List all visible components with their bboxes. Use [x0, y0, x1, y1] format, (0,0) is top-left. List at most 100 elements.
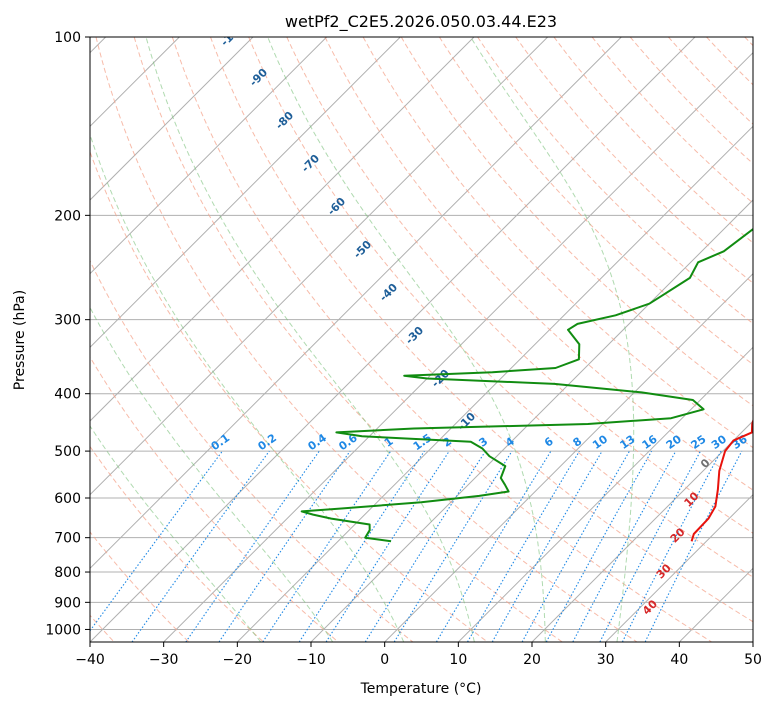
dry-adiabat	[362, 37, 753, 449]
dry-adiabat	[591, 37, 753, 204]
dry-adiabat	[90, 150, 488, 642]
mixing-ratio-label: 2	[440, 435, 454, 450]
mixing-ratio-line	[435, 450, 552, 642]
isotherm-grid	[90, 37, 753, 642]
isotherm-line	[90, 37, 401, 349]
y-axis-ticks: 100 200 300 400 500 600 700 800 900 1000	[45, 30, 90, 638]
dry-adiabat	[400, 37, 753, 407]
y-tick-label: 300	[54, 313, 81, 329]
dry-adiabat	[90, 531, 190, 642]
dry-adiabat	[171, 37, 712, 642]
y-tick-label: 500	[54, 444, 81, 460]
y-tick-label: 400	[54, 387, 81, 403]
dry-adiabat-label: 20	[668, 525, 688, 545]
moist-adiabat	[90, 306, 334, 642]
chart-title: wetPf2_C2E5.2026.050.03.44.E23	[285, 12, 557, 32]
x-tick-label: 50	[744, 652, 762, 668]
dry-adiabat	[553, 37, 753, 244]
isotherm-line	[310, 199, 753, 642]
mixing-ratio-line	[467, 450, 580, 642]
isotherm-line	[90, 37, 328, 275]
mixing-ratio-line	[545, 450, 653, 642]
moist-adiabat	[90, 133, 405, 642]
x-tick-label: 0	[380, 652, 389, 668]
isotherm-line	[457, 346, 753, 642]
isotherm-line	[531, 420, 753, 642]
isotherm-line	[163, 51, 753, 642]
isotherm-line	[90, 37, 549, 496]
mixing-ratio-line	[599, 450, 701, 642]
mixing-ratio-line	[572, 450, 677, 642]
mixing-ratio-label: 25	[689, 433, 709, 452]
dry-adiabat	[248, 37, 753, 578]
isotherm-line	[90, 37, 475, 422]
dry-adiabat-label: -60	[325, 195, 348, 218]
y-tick-label: 1000	[45, 622, 81, 638]
dry-adiabat	[90, 259, 414, 642]
mixing-ratio-line	[521, 450, 630, 642]
moist-adiabat-lines	[90, 37, 635, 642]
dry-adiabat	[324, 37, 753, 491]
temperature-line	[690, 417, 753, 542]
dry-adiabat-lines	[90, 37, 753, 642]
dry-adiabat-label: -10	[455, 410, 478, 433]
x-tick-label: −20	[223, 652, 253, 668]
mixing-ratio-label: 10	[590, 432, 610, 452]
mixing-ratio-label: 20	[664, 432, 684, 452]
x-axis-label: Temperature (°C)	[360, 681, 482, 697]
mixing-ratio-line	[644, 450, 743, 642]
dry-adiabat	[286, 37, 753, 534]
isotherm-line	[90, 37, 254, 201]
x-axis-ticks: −40 −30 −20 −10 0 10 20 30 40 50	[75, 642, 762, 668]
dry-adiabat-label: -50	[351, 238, 374, 261]
dry-adiabat	[668, 37, 753, 125]
mixing-ratio-label: 3	[477, 435, 491, 450]
mixing-ratio-line	[131, 450, 270, 642]
dry-adiabat-label: -90	[247, 66, 270, 89]
y-tick-label: 200	[54, 208, 81, 224]
isotherm-line	[678, 567, 753, 642]
mixing-ratio-line	[90, 450, 223, 632]
dry-adiabat	[515, 37, 753, 284]
dry-adiabat-label: -80	[273, 109, 296, 132]
isotherm-line	[90, 37, 696, 642]
mixing-ratio-line	[364, 450, 486, 642]
y-tick-label: 700	[54, 531, 81, 547]
dry-adiabat-label: -40	[377, 281, 400, 304]
mixing-ratio-line	[218, 450, 351, 642]
y-tick-label: 900	[54, 595, 81, 611]
mixing-ratio-line	[185, 450, 320, 642]
mixing-ratio-label: 6	[542, 435, 556, 450]
x-tick-label: 20	[523, 652, 541, 668]
dry-adiabat-label: -100	[218, 20, 247, 49]
isotherm-line	[605, 493, 753, 642]
dry-adiabat-label: -30	[403, 324, 426, 347]
moist-adiabat	[90, 425, 262, 642]
moist-adiabat	[267, 37, 546, 642]
mixing-ratio-label: 16	[640, 432, 660, 452]
mixing-ratio-line	[325, 450, 450, 642]
y-axis-label: Pressure (hPa)	[12, 290, 28, 390]
moist-adiabat	[145, 37, 475, 642]
x-tick-label: −10	[296, 652, 326, 668]
dry-adiabat-label: 30	[654, 561, 674, 581]
x-tick-label: 40	[670, 652, 688, 668]
x-tick-label: 10	[449, 652, 467, 668]
mixing-ratio-label: 0.4	[306, 431, 330, 453]
dry-adiabat	[133, 37, 638, 642]
dry-adiabat	[90, 356, 339, 642]
x-tick-label: 30	[597, 652, 615, 668]
dry-adiabat	[744, 37, 753, 47]
isobar-grid	[90, 37, 753, 630]
isotherm-line	[752, 641, 753, 642]
mixing-ratio-line	[298, 450, 425, 642]
mixing-ratio-label: 0.1	[209, 431, 232, 453]
x-tick-label: −40	[75, 652, 105, 668]
dewpoint-line	[300, 227, 753, 543]
plot-frame	[89, 36, 754, 643]
dry-adiabat	[477, 37, 753, 325]
dry-adiabat	[629, 37, 753, 165]
dry-adiabat	[438, 37, 753, 365]
isotherm-line	[236, 125, 753, 642]
